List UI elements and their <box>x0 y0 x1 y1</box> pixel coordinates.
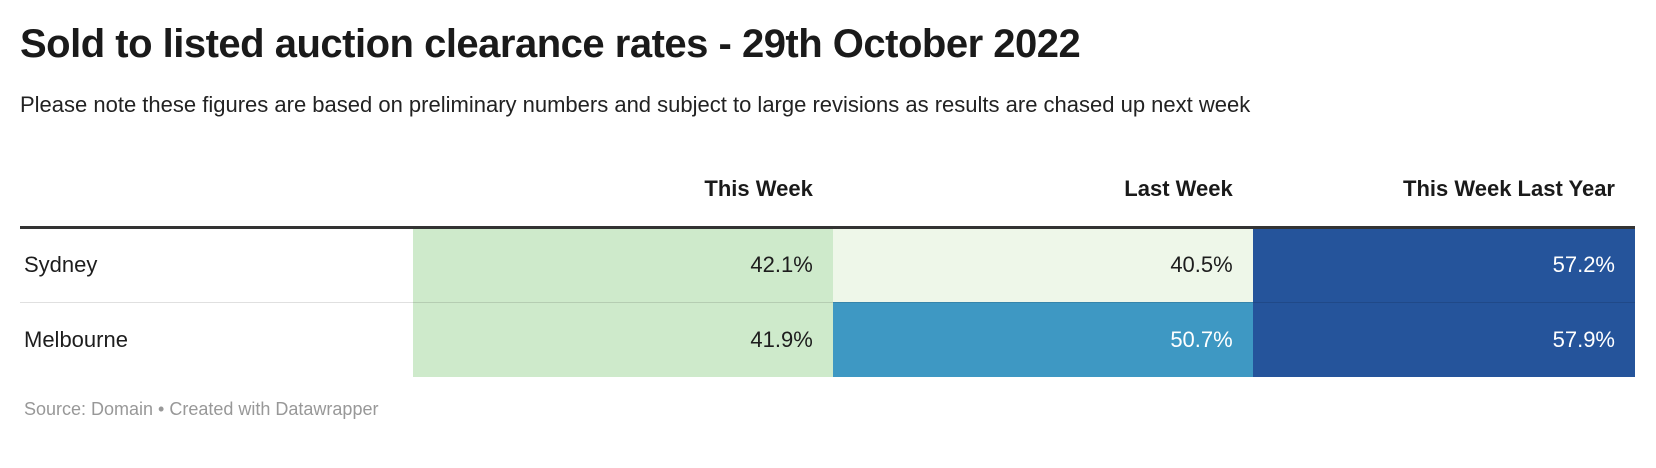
column-header-last-week: Last Week <box>832 158 1253 229</box>
cell-melbourne-last-week: 50.7% <box>832 301 1253 377</box>
column-header-this-week-last-year: This Week Last Year <box>1252 158 1635 229</box>
cell-melbourne-this-week: 41.9% <box>412 301 833 377</box>
column-header-this-week: This Week <box>412 158 833 229</box>
column-header-blank <box>20 158 413 229</box>
row-label-sydney: Sydney <box>20 227 413 302</box>
row-label-melbourne: Melbourne <box>20 301 413 377</box>
clearance-rates-table: This Week Last Week This Week Last Year … <box>20 158 1635 377</box>
footer-source: Source: Domain • Created with Datawrappe… <box>24 399 379 419</box>
page-title: Sold to listed auction clearance rates -… <box>20 22 1081 66</box>
cell-sydney-this-week: 42.1% <box>412 227 833 302</box>
table-header-row: This Week Last Week This Week Last Year <box>20 158 1635 229</box>
cell-sydney-last-week: 40.5% <box>832 227 1253 302</box>
cell-melbourne-this-week-last-year: 57.9% <box>1252 301 1635 377</box>
table-row-melbourne: Melbourne 41.9% 50.7% 57.9% <box>20 301 1635 377</box>
cell-sydney-this-week-last-year: 57.2% <box>1252 227 1635 302</box>
chart-container: Sold to listed auction clearance rates -… <box>20 22 1635 419</box>
table-row-sydney: Sydney 42.1% 40.5% 57.2% <box>20 227 1635 302</box>
page-subtitle: Please note these figures are based on p… <box>20 92 1251 117</box>
